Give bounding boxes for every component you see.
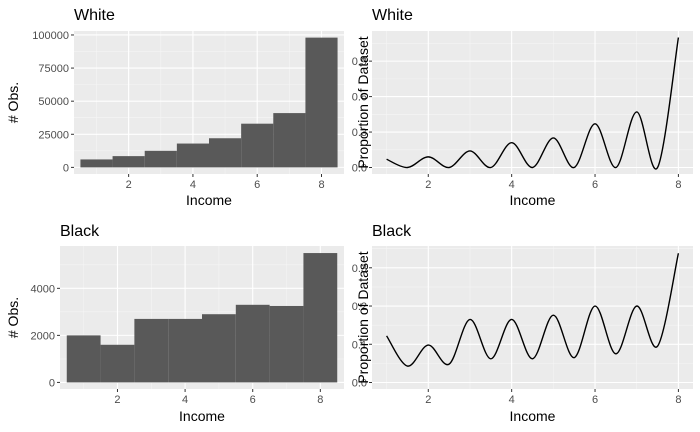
y-axis-title: # Obs. [5, 297, 21, 338]
y-tick-label: 25000 [38, 129, 69, 141]
y-tick-label: 0 [49, 377, 55, 389]
histogram-bar [144, 150, 177, 168]
y-tick-label: 0.6 [352, 92, 367, 104]
histogram-bar [66, 335, 101, 383]
y-axis-title: Proportion of Dataset [355, 251, 371, 383]
x-tick-label: 4 [182, 394, 188, 406]
x-tick-label: 2 [425, 394, 431, 406]
x-axis-title: Income [510, 192, 556, 208]
histogram-bar [202, 314, 236, 383]
panel-title: Black [60, 223, 100, 240]
y-tick-label: 0.3 [352, 127, 367, 139]
y-tick-label: 2000 [31, 330, 55, 342]
histogram-bar [305, 37, 338, 168]
histogram-bar [168, 318, 202, 383]
x-tick-label: 6 [592, 394, 598, 406]
panel-title: White [74, 7, 115, 24]
density-line [386, 37, 680, 170]
y-tick-label: 0.9 [352, 56, 367, 68]
histogram-bar [273, 113, 306, 168]
x-axis-title: Income [510, 408, 556, 424]
histogram-bar [303, 253, 338, 383]
y-tick-label: 0.3 [352, 263, 367, 275]
panel-background [372, 246, 693, 389]
y-axis-title: Proportion of Dataset [355, 36, 371, 168]
y-tick-label: 75000 [38, 63, 69, 75]
y-tick-label: 0.0 [352, 378, 367, 390]
x-tick-label: 8 [318, 179, 324, 191]
panel-title: White [372, 7, 413, 24]
y-tick-label: 100000 [32, 30, 69, 42]
histogram-bar [112, 156, 145, 168]
x-tick-label: 4 [190, 179, 196, 191]
x-tick-label: 6 [254, 179, 260, 191]
x-tick-label: 8 [675, 394, 681, 406]
y-tick-label: 0.2 [352, 301, 367, 313]
x-tick-label: 8 [675, 179, 681, 191]
y-tick-label: 0 [63, 162, 69, 174]
x-tick-label: 2 [114, 394, 120, 406]
y-tick-label: 0.1 [352, 339, 367, 351]
x-tick-label: 2 [126, 179, 132, 191]
panel-background [372, 31, 693, 174]
x-tick-label: 8 [317, 394, 323, 406]
density-line [386, 253, 680, 367]
y-tick-label: 50000 [38, 96, 69, 108]
x-tick-label: 4 [509, 394, 515, 406]
panel-1: 2 4 6 8 0 25000 50000 75000 100000 White Income # O… [5, 7, 344, 208]
panel-4: 2 4 6 8 0.0 0.1 0.2 0.3 Black Income Proportion of… [352, 223, 693, 424]
panel-3: 2 4 6 8 0 2000 4000 Black Income # Obs. [5, 223, 344, 424]
x-axis-title: Income [179, 408, 225, 424]
histogram-bar [176, 143, 209, 168]
histogram-bar [80, 159, 113, 168]
histogram-bar [100, 344, 135, 383]
histogram-bar [241, 123, 274, 168]
y-tick-label: 4000 [31, 283, 55, 295]
histogram-bar [269, 305, 304, 383]
x-tick-label: 6 [592, 179, 598, 191]
x-tick-label: 2 [425, 179, 431, 191]
x-axis-title: Income [186, 192, 232, 208]
panel-2: 2 4 6 8 0.0 0.3 0.6 0.9 White Income Proportion of… [352, 7, 693, 208]
x-tick-label: 6 [250, 394, 256, 406]
histogram-bar [134, 318, 169, 383]
y-axis-title: # Obs. [5, 82, 21, 123]
y-tick-label: 0.0 [352, 163, 367, 175]
histogram-bar [209, 138, 242, 168]
histogram-bar [235, 304, 270, 383]
panel-title: Black [372, 223, 412, 240]
x-tick-label: 4 [509, 179, 515, 191]
